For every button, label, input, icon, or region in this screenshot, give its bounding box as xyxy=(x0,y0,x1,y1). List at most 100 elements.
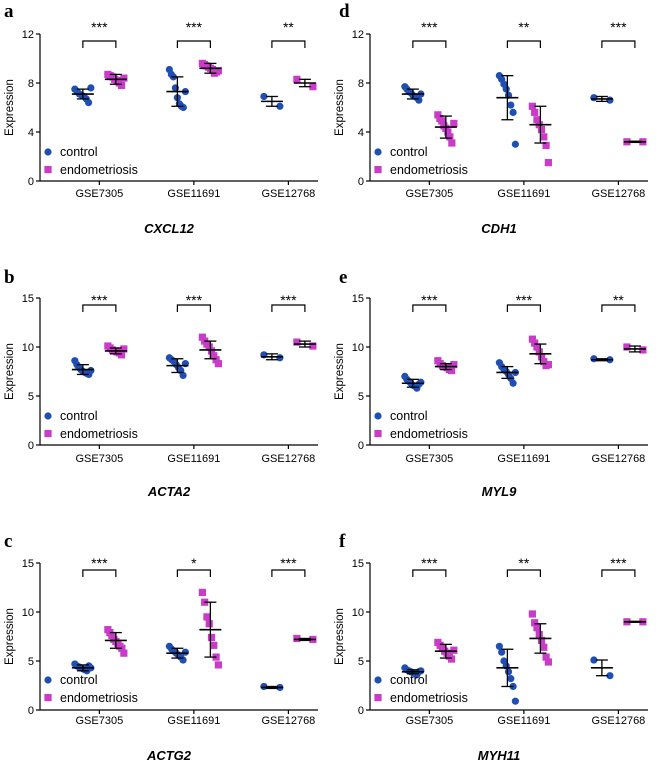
significance-bracket xyxy=(601,40,636,48)
significance-label: *** xyxy=(421,19,438,35)
endometriosis-point xyxy=(540,358,548,366)
legend-endometriosis-marker xyxy=(374,694,382,702)
significance-bracket xyxy=(82,569,117,577)
y-axis-label: Expression xyxy=(334,608,346,665)
endometriosis-point xyxy=(537,353,546,361)
legend-control-label: control xyxy=(390,145,428,159)
endometriosis-point xyxy=(293,634,301,643)
endometriosis-point xyxy=(450,361,458,369)
significance-bracket xyxy=(176,304,211,312)
y-tick-label: 0 xyxy=(358,440,364,452)
endometriosis-point xyxy=(639,346,647,354)
legend-endometriosis-label: endometriosis xyxy=(60,427,138,441)
significance-bracket xyxy=(506,569,541,577)
legend-control-label: control xyxy=(60,145,98,159)
endometriosis-point xyxy=(528,610,536,618)
endometriosis-point xyxy=(450,646,458,654)
significance-bracket xyxy=(271,569,306,577)
y-tick-label: 8 xyxy=(28,78,34,90)
endometriosis-point xyxy=(210,352,218,360)
endometriosis-point xyxy=(309,342,317,350)
gene-label: ACTG2 xyxy=(146,748,192,763)
significance-label: ** xyxy=(518,555,529,571)
endometriosis-point xyxy=(293,338,301,346)
y-tick-label: 15 xyxy=(22,558,34,570)
control-point xyxy=(179,371,187,380)
x-tick-label: GSE12768 xyxy=(591,715,645,727)
legend-endometriosis-marker xyxy=(44,166,52,174)
y-tick-label: 10 xyxy=(22,607,34,619)
endometriosis-point xyxy=(444,128,452,136)
endometriosis-point xyxy=(214,67,222,75)
y-tick-label: 12 xyxy=(22,29,34,41)
legend-endometriosis-label: endometriosis xyxy=(60,163,138,177)
y-axis-label: Expression xyxy=(334,79,346,136)
significance-label: *** xyxy=(91,555,108,571)
endometriosis-point xyxy=(447,366,456,375)
endometriosis-point xyxy=(540,643,548,651)
legend-endometriosis-label: endometriosis xyxy=(390,163,468,177)
panel-a: a 0 4 8 12 Expression GSE7305 GSE11691 GSE12768 C… xyxy=(4,1,318,236)
significance-label: *** xyxy=(91,19,108,35)
endometriosis-point xyxy=(203,613,211,621)
control-point xyxy=(606,96,614,104)
endometriosis-point xyxy=(446,133,454,141)
significance-label: ** xyxy=(613,292,624,308)
panel-letter: b xyxy=(4,267,15,288)
y-axis-label: Expression xyxy=(4,79,16,136)
control-point xyxy=(498,648,506,656)
significance-label: *** xyxy=(91,292,108,308)
x-tick-label: GSE11691 xyxy=(497,188,550,200)
gene-label: MYH11 xyxy=(478,748,520,763)
legend-control-marker xyxy=(374,676,382,684)
significance-label: *** xyxy=(186,19,203,35)
endometriosis-point xyxy=(309,83,317,91)
legend-endometriosis-marker xyxy=(374,430,382,438)
panel-e: e 0 5 10 15 Expression GSE7305 GSE11691 GSE12768… xyxy=(334,267,648,499)
endometriosis-point xyxy=(120,74,128,82)
control-point xyxy=(502,85,510,93)
endometriosis-point xyxy=(544,159,552,167)
endometriosis-point xyxy=(205,343,213,351)
endometriosis-point xyxy=(120,345,128,353)
x-tick-label: GSE11691 xyxy=(167,715,220,727)
x-tick-label: GSE7305 xyxy=(406,453,454,465)
panel-letter: c xyxy=(4,531,12,552)
y-axis-label: Expression xyxy=(4,608,16,665)
x-tick-label: GSE7305 xyxy=(76,453,124,465)
significance-bracket xyxy=(176,569,211,577)
significance-bracket xyxy=(271,304,306,312)
y-axis-label: Expression xyxy=(334,343,346,400)
y-tick-label: 15 xyxy=(352,558,364,570)
legend-control-marker xyxy=(44,676,52,684)
x-tick-label: GSE12768 xyxy=(591,453,645,465)
panel-letter: e xyxy=(339,267,347,288)
gene-label: MYL9 xyxy=(482,484,517,499)
gene-label: CDH1 xyxy=(481,221,516,236)
endometriosis-point xyxy=(208,65,216,74)
endometriosis-point xyxy=(198,588,206,596)
legend-endometriosis-marker xyxy=(44,430,52,438)
y-tick-label: 0 xyxy=(28,440,34,452)
endometriosis-point xyxy=(438,117,446,125)
control-point xyxy=(590,656,598,664)
control-point xyxy=(590,355,598,363)
panel-d: d 0 4 8 12 Expression GSE7305 GSE11691 GSE12768 C… xyxy=(334,1,648,236)
x-tick-label: GSE7305 xyxy=(76,715,124,727)
y-tick-label: 15 xyxy=(352,293,364,305)
legend-control-label: control xyxy=(60,409,98,423)
control-point xyxy=(590,94,598,102)
endometriosis-point xyxy=(623,343,631,351)
y-tick-label: 10 xyxy=(352,607,364,619)
significance-bracket xyxy=(412,304,447,312)
endometriosis-point xyxy=(535,630,543,639)
legend-control-marker xyxy=(44,412,52,420)
significance-label: *** xyxy=(186,292,203,308)
control-point xyxy=(87,366,95,375)
y-tick-label: 0 xyxy=(358,176,364,188)
control-point xyxy=(417,667,425,675)
control-point xyxy=(260,92,268,101)
x-tick-label: GSE11691 xyxy=(167,188,220,200)
control-point xyxy=(606,672,614,680)
